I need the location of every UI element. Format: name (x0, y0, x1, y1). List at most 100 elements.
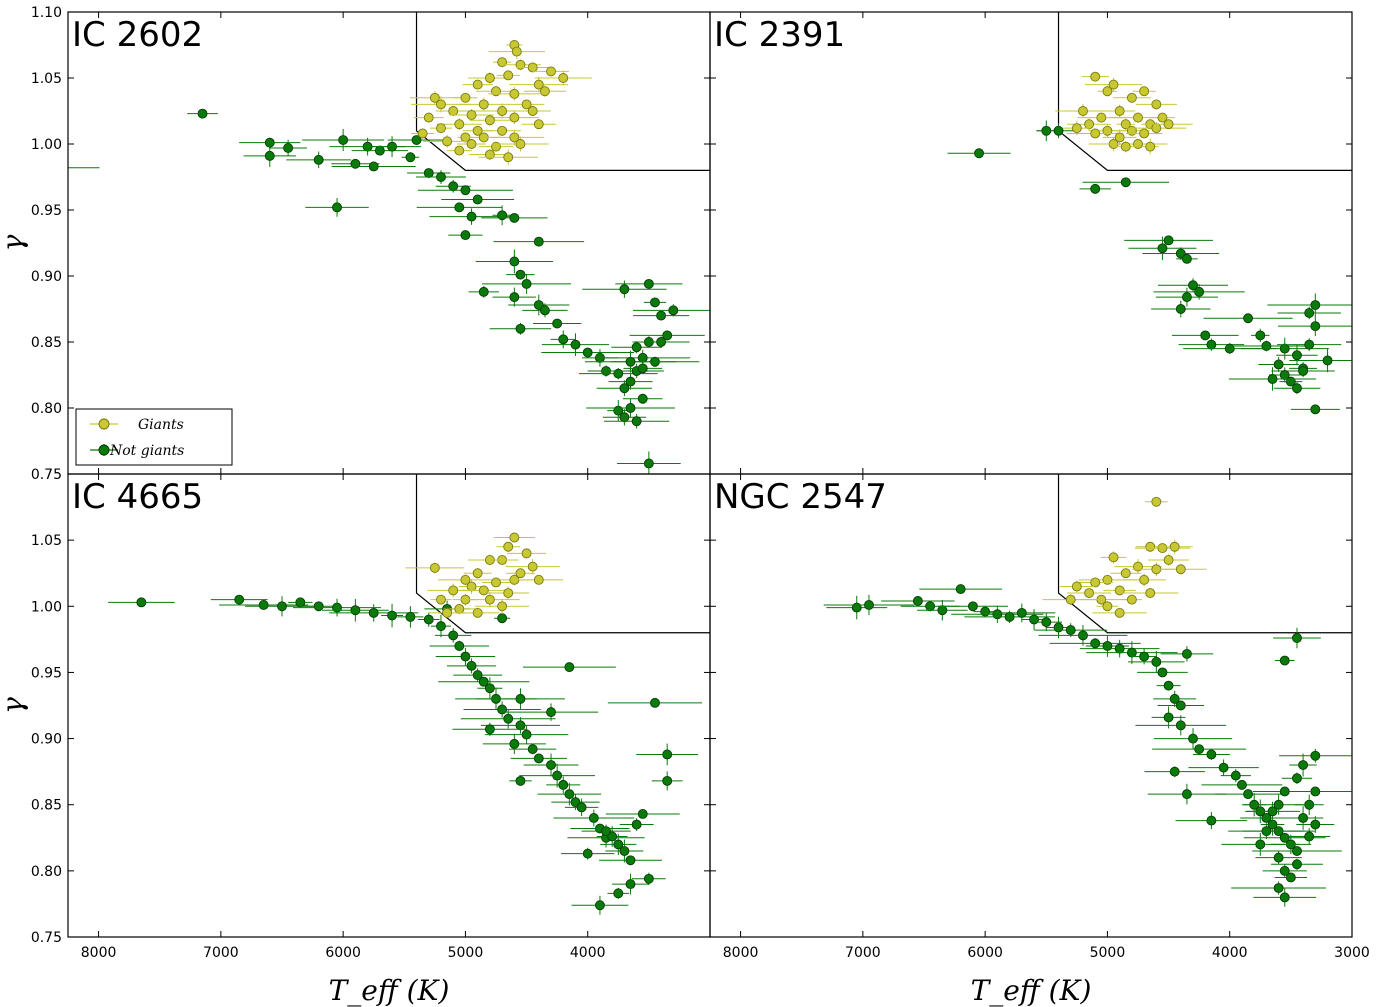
not-giant-point (564, 789, 575, 800)
giant-point (429, 92, 440, 103)
panel-frame (709, 473, 1353, 938)
not-giant-point (1169, 766, 1180, 777)
not-giant-point (1267, 374, 1278, 384)
y-tick-label: 0.80 (31, 401, 62, 417)
not-giant-point (625, 879, 636, 890)
giant-point (527, 106, 538, 116)
not-giant-point (1298, 812, 1309, 823)
not-giant-point (662, 749, 673, 760)
giant-point (1133, 112, 1143, 123)
legend-frame (75, 408, 233, 466)
not-giant-point (1188, 733, 1198, 744)
not-giant-point (1304, 308, 1315, 318)
giant-point (1145, 141, 1156, 152)
not-giant-point (1090, 638, 1101, 649)
giant-point (472, 125, 483, 136)
not-giant-point (1175, 304, 1186, 314)
legend-notgiants-marker (98, 444, 110, 456)
giant-point (484, 73, 495, 83)
x-tick-label: 6000 (967, 945, 1003, 961)
not-giant-point (460, 230, 471, 241)
giant-point (454, 119, 465, 130)
giant-point (1071, 123, 1082, 134)
not-giant-point (625, 356, 636, 367)
giant-boundary-line (1057, 474, 1352, 634)
not-giant-point (277, 601, 287, 612)
y-tick-label: 0.95 (31, 665, 62, 681)
not-giant-point (1175, 720, 1186, 731)
not-giant-point (1236, 779, 1247, 790)
giant-point (497, 125, 508, 136)
y-tick-label: 1.00 (31, 137, 62, 153)
not-giant-point (1298, 760, 1309, 770)
not-giant-point (387, 141, 398, 152)
giant-point (546, 66, 556, 77)
giant-point (1084, 119, 1095, 130)
not-giant-point (564, 662, 575, 673)
giant-point (466, 139, 477, 149)
not-giant-point (637, 393, 648, 404)
not-giant-point (1292, 633, 1302, 643)
giant-point (1139, 574, 1150, 585)
giant-point (1163, 555, 1174, 565)
not-giant-point (851, 602, 862, 613)
x-tick-label: 7000 (203, 945, 239, 961)
not-giant-point (539, 305, 550, 316)
not-giant-point (980, 606, 991, 617)
not-giant-point (436, 621, 446, 632)
not-giant-point (509, 212, 520, 223)
giant-point (1145, 588, 1156, 599)
panel-title: IC 4665 (72, 477, 203, 517)
giant-point (1102, 125, 1113, 136)
giant-point (521, 548, 532, 559)
not-giant-point (643, 278, 654, 289)
not-giant-point (613, 839, 624, 850)
giant-point (503, 588, 514, 599)
giant-point (1084, 588, 1095, 599)
not-giant-point (631, 342, 642, 353)
not-giant-point (368, 607, 379, 618)
not-giant-point (497, 210, 508, 221)
not-giant-point (1163, 235, 1174, 246)
not-giant-point (1206, 815, 1217, 826)
giant-point (503, 152, 514, 163)
y-tick-label: 0.80 (31, 864, 62, 880)
not-giant-point (1292, 859, 1302, 870)
giant-point (515, 139, 526, 149)
not-giant-point (515, 269, 526, 280)
not-giant-point (662, 330, 673, 341)
x-tick-label: 7000 (845, 945, 881, 961)
not-giant-point (601, 366, 612, 376)
not-giant-point (533, 236, 544, 247)
giant-point (533, 574, 544, 585)
x-tick-label: 8000 (723, 945, 759, 961)
not-giant-point (484, 683, 495, 694)
legend-giants-marker (98, 418, 110, 430)
giant-point (558, 73, 569, 83)
not-giant-point (1120, 177, 1131, 188)
giant-point (497, 57, 508, 68)
not-giant-point (1261, 341, 1272, 351)
not-giant-point (619, 383, 630, 394)
not-giant-point (515, 720, 526, 731)
giant-point (1157, 543, 1168, 554)
y-tick-label: 0.75 (31, 467, 62, 483)
panel-plot-area (108, 474, 710, 915)
giant-point (478, 99, 489, 110)
not-giant-point (1230, 770, 1241, 781)
not-giant-point (552, 770, 563, 781)
giant-point (497, 106, 508, 116)
not-giant-point (1304, 339, 1315, 350)
giant-point (472, 568, 483, 579)
giant-point (527, 561, 538, 572)
not-giant-point (594, 900, 605, 911)
giant-point (1120, 119, 1131, 130)
giant-point (1139, 128, 1150, 139)
not-giant-point (448, 630, 459, 641)
not-giant-point (625, 403, 636, 413)
not-giant-point (1310, 819, 1321, 830)
not-giant-point (1206, 749, 1217, 760)
giant-point (448, 585, 459, 596)
not-giant-point (1224, 343, 1235, 354)
not-giant-point (625, 855, 636, 866)
